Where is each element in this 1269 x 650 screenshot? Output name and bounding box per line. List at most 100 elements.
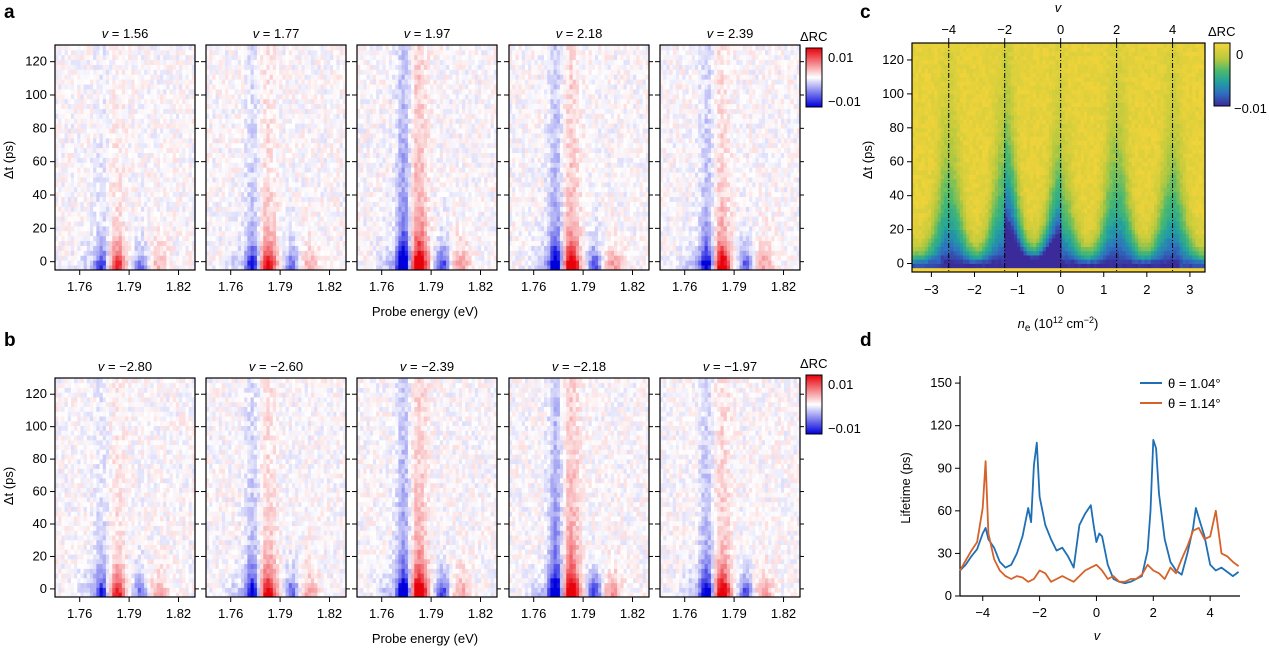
heatmap-cell: [235, 172, 239, 177]
heatmap-cell: [173, 143, 177, 148]
heatmap-cell: [173, 55, 177, 60]
heatmap-cell: [112, 167, 116, 172]
panel-a-colorbar-tick-min: −0.01: [828, 94, 861, 109]
heatmap-cell: [260, 206, 264, 211]
heatmap-cell: [157, 172, 161, 177]
heatmap-cell: [106, 143, 110, 148]
heatmap-cell: [157, 123, 161, 128]
heatmap-cell: [163, 113, 167, 118]
heatmap-cell: [100, 138, 104, 143]
heatmap-cell: [305, 221, 309, 226]
heatmap-cell: [68, 226, 72, 231]
heatmap-cell: [58, 118, 62, 123]
heatmap-cell: [321, 192, 325, 197]
heatmap-cell: [295, 211, 299, 216]
heatmap-cell: [157, 143, 161, 148]
heatmap-cell: [68, 143, 72, 148]
heatmap-cell: [298, 202, 302, 207]
heatmap-cell: [141, 162, 145, 167]
heatmap-cell: [93, 206, 97, 211]
heatmap-cell: [317, 216, 321, 221]
heatmap-cell: [276, 231, 280, 236]
heatmap-cell: [273, 206, 277, 211]
heatmap-cell: [173, 202, 177, 207]
heatmap-cell: [301, 260, 305, 265]
heatmap-cell: [109, 45, 113, 50]
heatmap-cell: [189, 172, 193, 177]
heatmap-cell: [311, 187, 315, 192]
heatmap-cell: [131, 148, 135, 153]
heatmap-cell: [125, 255, 129, 260]
heatmap-cell: [295, 172, 299, 177]
heatmap-cell: [125, 182, 129, 187]
heatmap-cell: [96, 158, 100, 163]
heatmap-cell: [87, 104, 91, 109]
heatmap-cell: [209, 226, 213, 231]
heatmap-cell: [244, 226, 248, 231]
heatmap-cell: [87, 197, 91, 202]
heatmap-cell: [71, 99, 75, 104]
heatmap-cell: [170, 177, 174, 182]
heatmap-cell: [77, 79, 81, 84]
heatmap-cell: [103, 55, 107, 60]
heatmap-cell: [160, 241, 164, 246]
heatmap-cell: [336, 206, 340, 211]
heatmap-cell: [131, 246, 135, 251]
heatmap-cell: [125, 226, 129, 231]
heatmap-cell: [257, 187, 261, 192]
heatmap-cell: [241, 236, 245, 241]
heatmap-cell: [87, 206, 91, 211]
heatmap-cell: [222, 255, 226, 260]
heatmap-cell: [238, 221, 242, 226]
heatmap-cell: [176, 216, 180, 221]
heatmap-cell: [209, 216, 213, 221]
heatmap-cell: [144, 226, 148, 231]
heatmap-cell: [150, 113, 154, 118]
heatmap-cell: [279, 211, 283, 216]
heatmap-cell: [90, 65, 94, 70]
heatmap-cell: [150, 153, 154, 158]
heatmap-cell: [80, 226, 84, 231]
heatmap-cell: [266, 172, 270, 177]
heatmap-cell: [135, 74, 139, 79]
heatmap-cell: [330, 246, 334, 251]
heatmap-cell: [77, 241, 81, 246]
heatmap-cell: [170, 148, 174, 153]
heatmap-cell: [90, 148, 94, 153]
heatmap-cell: [157, 153, 161, 158]
heatmap-cell: [173, 177, 177, 182]
heatmap-cell: [163, 246, 167, 251]
heatmap-cell: [160, 118, 164, 123]
heatmap-cell: [182, 113, 186, 118]
heatmap-cell: [106, 187, 110, 192]
heatmap-cell: [289, 172, 293, 177]
heatmap-cell: [317, 221, 321, 226]
heatmap-cell: [84, 128, 88, 133]
heatmap-cell: [176, 197, 180, 202]
heatmap-cell: [61, 84, 65, 89]
heatmap-cell: [112, 236, 116, 241]
heatmap-cell: [231, 241, 235, 246]
heatmap-cell: [122, 113, 126, 118]
heatmap-cell: [77, 236, 81, 241]
y-tick-label: 120: [25, 54, 47, 69]
heatmap-cell: [182, 143, 186, 148]
heatmap-cell: [222, 197, 226, 202]
heatmap-cell: [135, 99, 139, 104]
heatmap-cell: [144, 109, 148, 114]
heatmap-cell: [141, 123, 145, 128]
y-tick-label: 0: [40, 254, 47, 269]
heatmap-cell: [115, 94, 119, 99]
heatmap-cell: [93, 231, 97, 236]
heatmap-cell: [96, 45, 100, 50]
heatmap-cell: [80, 172, 84, 177]
heatmap-cell: [270, 177, 274, 182]
heatmap-cell: [179, 118, 183, 123]
heatmap-cell: [282, 182, 286, 187]
heatmap-cell: [279, 197, 283, 202]
heatmap-cell: [144, 148, 148, 153]
heatmap-cell: [292, 172, 296, 177]
heatmap-cell: [321, 231, 325, 236]
heatmap-cell: [157, 74, 161, 79]
heatmap-cell: [106, 84, 110, 89]
